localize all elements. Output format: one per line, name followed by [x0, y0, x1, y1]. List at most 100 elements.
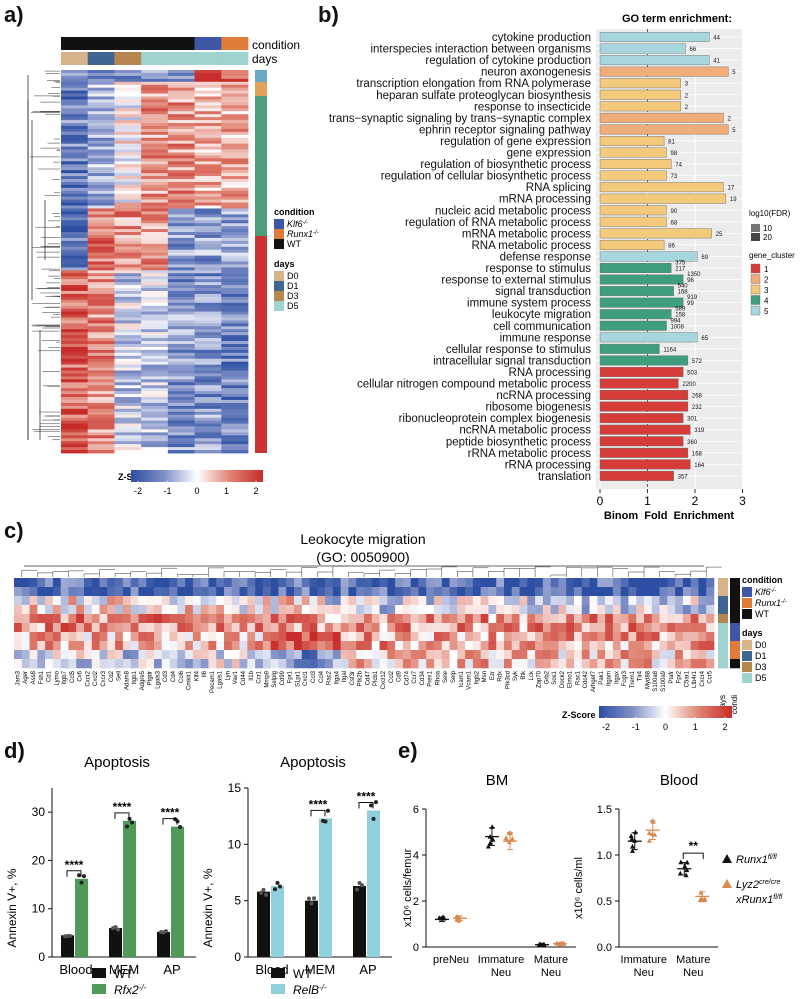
- heatmap-cell: [511, 605, 520, 615]
- heatmap-cell: [167, 293, 195, 298]
- go-term-label: mRNA processing: [499, 194, 591, 206]
- x-tick-label: preNeu: [433, 954, 469, 966]
- heatmap-cell: [496, 650, 505, 660]
- heatmap-cell: [61, 397, 89, 401]
- heatmap-cell: [194, 84, 222, 89]
- heatmap-cell: [167, 267, 195, 271]
- heatmap-cell: [364, 659, 373, 669]
- heatmap-cell: [61, 258, 89, 262]
- gene-label: Il1b: [249, 670, 255, 680]
- heatmap-cell: [167, 385, 195, 389]
- heatmap-cell: [221, 447, 249, 451]
- heatmap-cell: [332, 650, 341, 660]
- heatmap-cell: [496, 587, 505, 597]
- heatmap-cell: [87, 450, 115, 454]
- heatmap-cell: [141, 161, 169, 165]
- heatmap-cell: [270, 632, 279, 642]
- heatmap-cell: [194, 282, 222, 286]
- go-bar-count: 2200: [682, 382, 696, 388]
- heatmap-cell: [542, 659, 551, 669]
- heatmap-cell: [141, 123, 169, 127]
- heatmap-cell: [61, 181, 89, 186]
- heatmap-cell: [87, 84, 115, 89]
- heatmap-cell: [87, 273, 115, 277]
- heatmap-cell: [141, 155, 169, 159]
- heatmap-cell: [221, 435, 249, 439]
- cluster-label: 5: [764, 307, 769, 316]
- heatmap-cell: [87, 199, 115, 203]
- heatmap-cell: [194, 193, 222, 198]
- heatmap-cell: [29, 596, 38, 606]
- days-track-cell: [718, 650, 728, 660]
- heatmap-cell: [636, 587, 645, 597]
- heatmap-cell: [141, 305, 169, 310]
- heatmap-cell: [441, 650, 450, 660]
- go-bar: [599, 367, 684, 377]
- heatmap-cell: [706, 650, 715, 660]
- heatmap-cell: [141, 249, 169, 254]
- heatmap-cell: [167, 190, 195, 195]
- y-axis-label: x10⁶ cells/ml: [573, 857, 585, 919]
- heatmap-cell: [566, 578, 575, 588]
- heatmap-cell: [141, 90, 169, 94]
- heatmap-cell: [651, 641, 660, 651]
- gene-label: S1pr1: [295, 670, 301, 687]
- heatmap-cell: [61, 320, 89, 324]
- heatmap-cell: [141, 208, 169, 212]
- heatmap-cell: [167, 290, 195, 295]
- heatmap-cell: [480, 641, 489, 651]
- heatmap-cell: [395, 641, 404, 651]
- gene-label: Selplg: [272, 671, 278, 688]
- gene-label: Itgam: [607, 671, 613, 686]
- heatmap-cell: [146, 623, 155, 633]
- heatmap-cell: [356, 605, 365, 615]
- heatmap-cell: [61, 120, 89, 124]
- heatmap-cell: [61, 161, 89, 165]
- heatmap-cell: [434, 596, 443, 606]
- legend-swatch-d5: [274, 301, 284, 311]
- condi-track-label: condi: [730, 695, 739, 714]
- fdr-legend-20: 20: [763, 233, 772, 242]
- heatmap-cell: [141, 397, 169, 401]
- heatmap-cell: [167, 229, 195, 233]
- go-term-label: nucleic acid metabolic process: [435, 205, 591, 217]
- gene-label: Cxcr3: [101, 670, 107, 686]
- data-point: [113, 925, 118, 930]
- heatmap-cell: [138, 578, 147, 588]
- heatmap-cell: [87, 105, 115, 109]
- heatmap-cell: [221, 323, 249, 327]
- heatmap-cell: [449, 650, 458, 660]
- heatmap-cell: [61, 267, 89, 271]
- legend-swatch-d1: [742, 651, 752, 661]
- heatmap-cell: [167, 143, 195, 147]
- heatmap-cell: [141, 391, 169, 395]
- heatmap-cell: [194, 432, 222, 436]
- heatmap-cell: [141, 402, 169, 407]
- heatmap-cell: [589, 596, 598, 606]
- go-bar: [599, 78, 681, 89]
- heatmap-cell: [114, 78, 142, 83]
- heatmap-cell: [278, 641, 287, 651]
- heatmap-cell: [61, 190, 89, 195]
- gene-label: Ptafr: [669, 671, 675, 684]
- heatmap-cell: [706, 614, 715, 624]
- heatmap-cell: [167, 450, 195, 454]
- row-cluster-bar: [255, 70, 267, 453]
- heatmap-cell: [87, 220, 115, 224]
- go-term-label: regulation of RNA metabolic process: [405, 217, 591, 229]
- heatmap-cell: [141, 237, 169, 242]
- heatmap-cell: [167, 252, 195, 257]
- gene-label: Btk: [521, 670, 527, 680]
- legend-swatch-d3: [742, 662, 752, 672]
- heatmap-cell: [61, 332, 89, 336]
- heatmap-cell: [496, 605, 505, 615]
- heatmap-cell: [141, 376, 169, 380]
- heatmap-cell: [167, 220, 195, 224]
- heatmap-cell: [698, 650, 707, 660]
- gene-label: Rac2: [327, 670, 333, 685]
- heatmap-cell: [167, 105, 195, 109]
- zscore-tick-label: 0: [194, 486, 199, 496]
- heatmap-cell: [612, 614, 621, 624]
- heatmap-cell: [356, 587, 365, 597]
- go-bar: [599, 332, 698, 343]
